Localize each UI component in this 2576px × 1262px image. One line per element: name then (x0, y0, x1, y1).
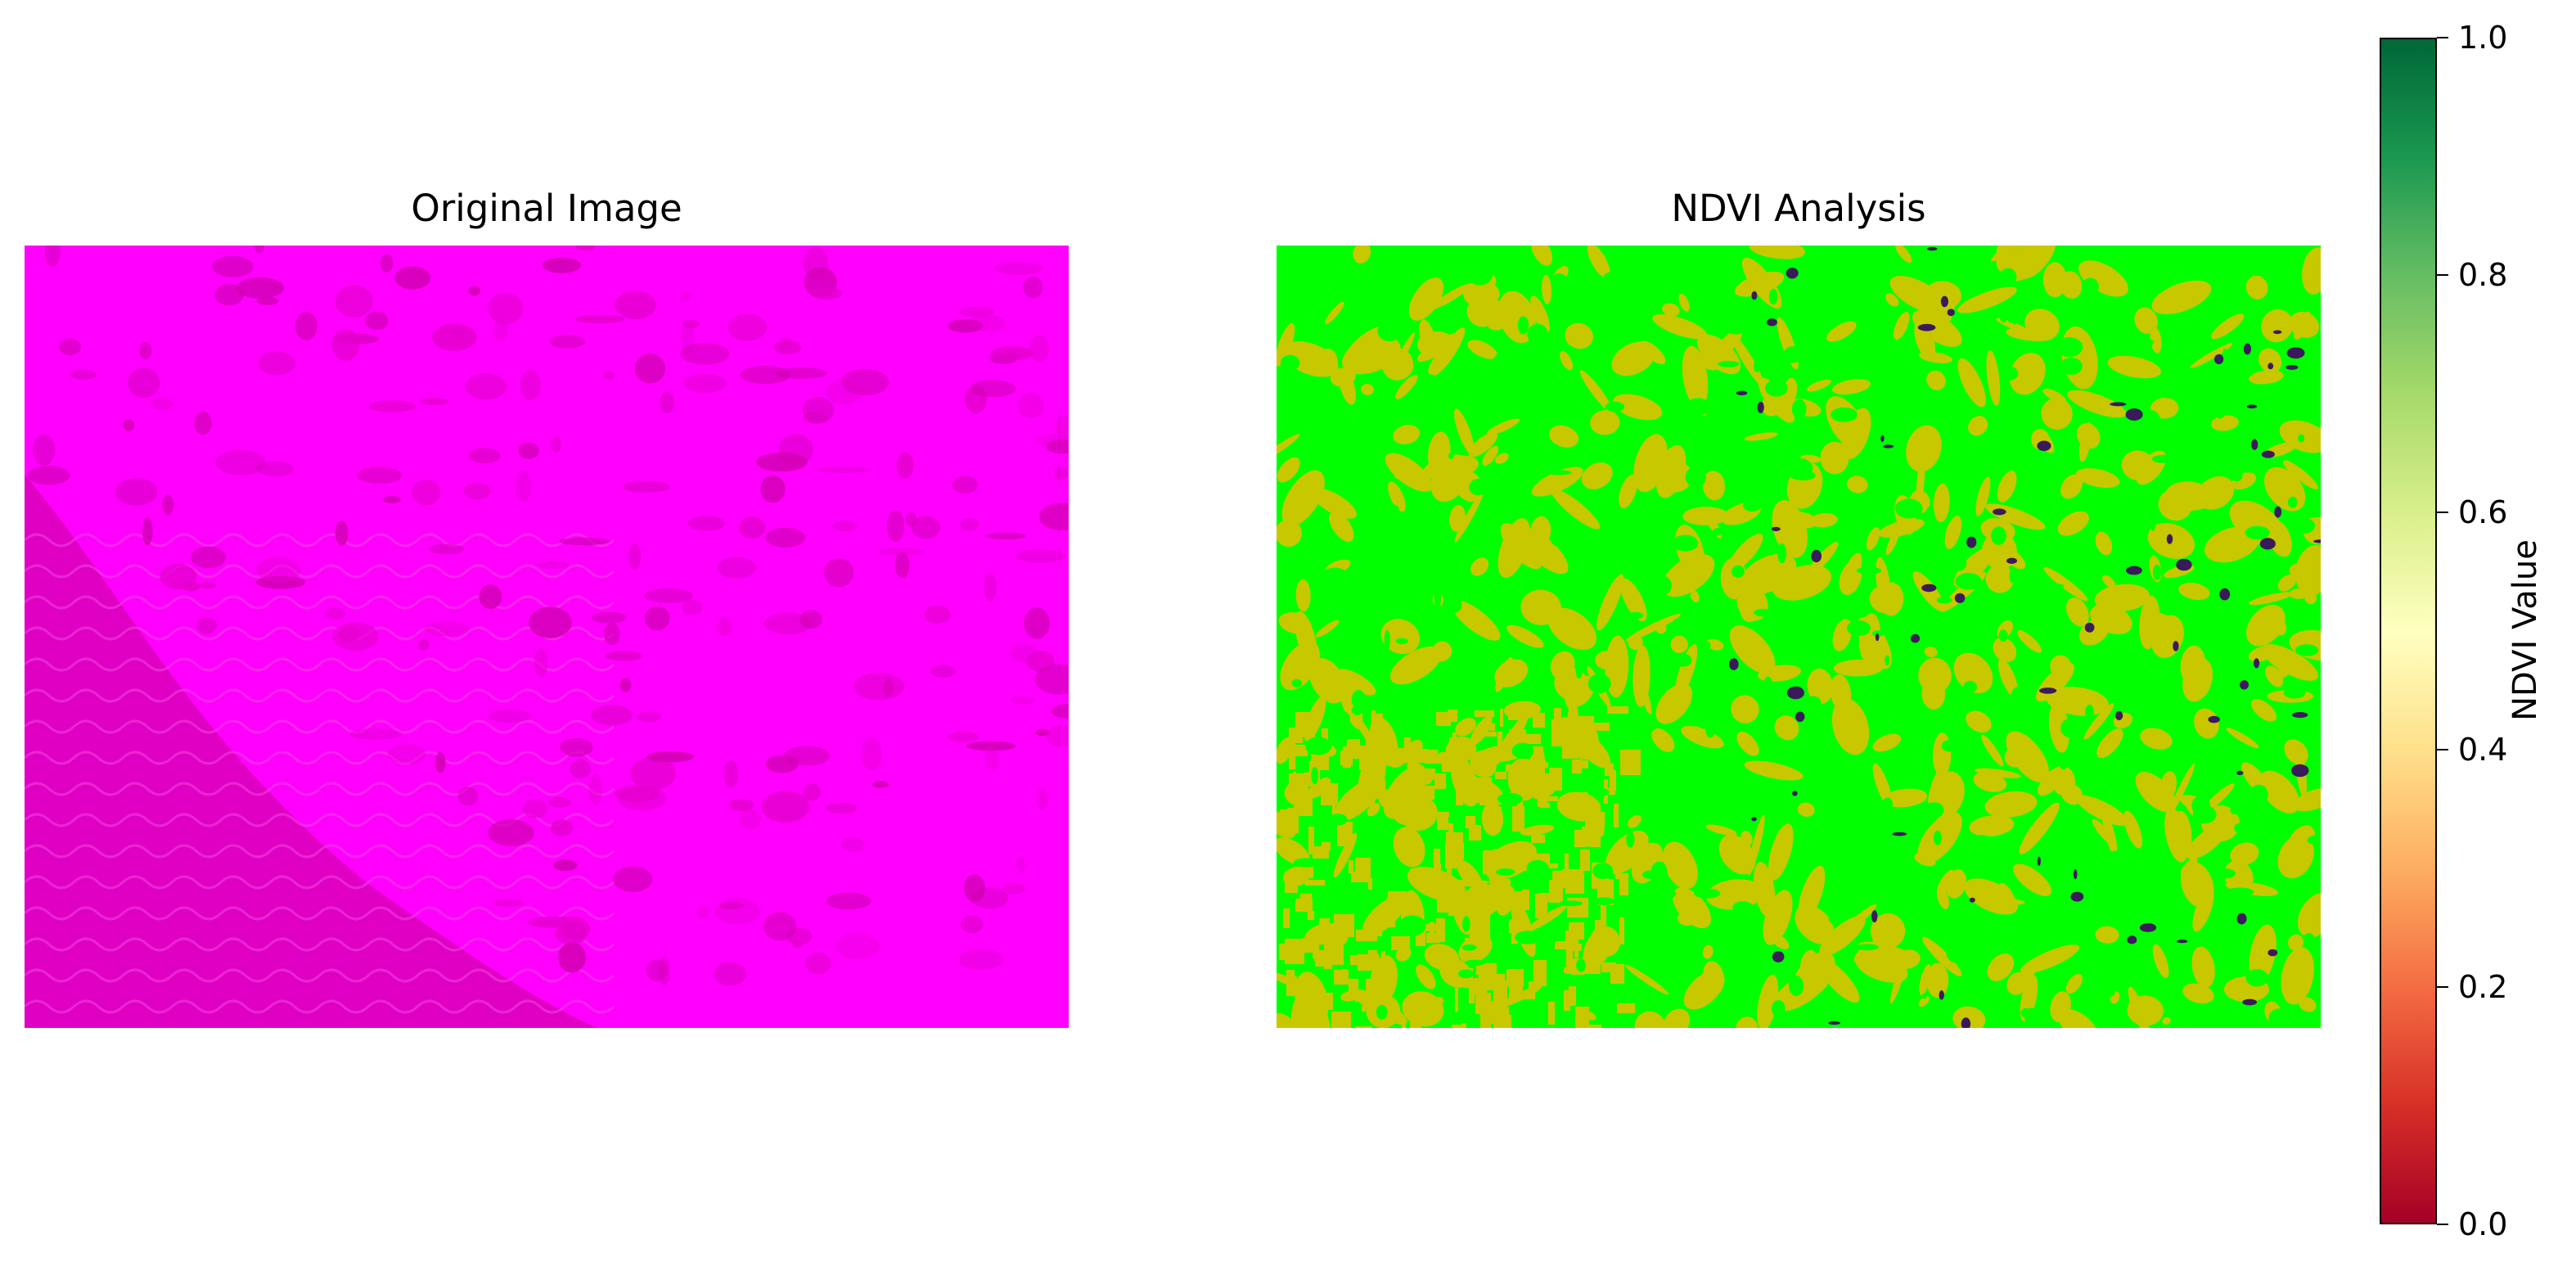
colorbar-tick-label: 0.4 (2458, 732, 2508, 768)
colorbar-tick-label: 0.8 (2458, 257, 2508, 293)
colorbar-tick (2437, 274, 2448, 276)
colorbar-tick-label: 0.0 (2458, 1206, 2508, 1242)
colorbar-tick-label: 1.0 (2458, 20, 2508, 56)
ndvi-analysis-title: NDVI Analysis (1671, 187, 1926, 230)
colorbar-tick-label: 0.6 (2458, 494, 2508, 530)
colorbar-tick (2437, 986, 2448, 988)
colorbar-tick (2437, 512, 2448, 513)
ndvi-colorbar (2380, 38, 2437, 1224)
colorbar-tick-label: 0.2 (2458, 969, 2508, 1005)
colorbar-label: NDVI Value (2506, 539, 2544, 721)
colorbar-tick (2437, 1224, 2448, 1225)
colorbar-tick (2437, 37, 2448, 38)
ndvi-map (1277, 246, 2321, 1028)
colorbar-tick (2437, 749, 2448, 750)
original-image-title: Original Image (411, 187, 682, 230)
original-image (25, 246, 1069, 1028)
